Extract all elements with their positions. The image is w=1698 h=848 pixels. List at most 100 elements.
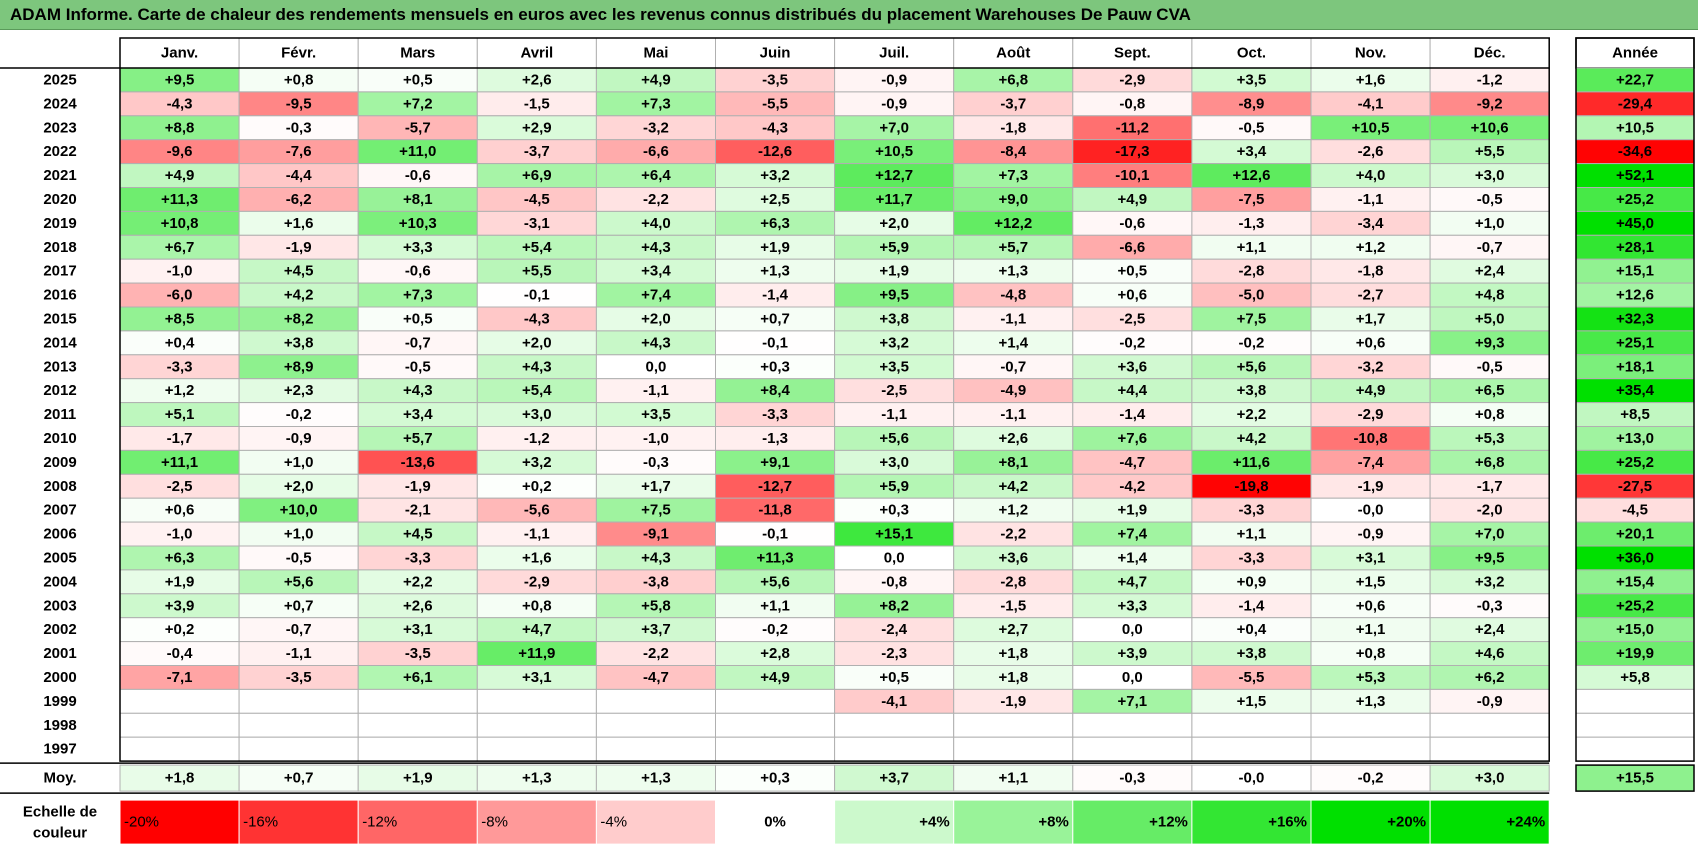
- annual-value: +20,1: [1616, 526, 1654, 543]
- cell-value: -10,8: [1353, 430, 1387, 447]
- cell-value: -7,4: [1358, 454, 1385, 471]
- cell-value: -1,7: [1477, 478, 1503, 495]
- cell-value: +0,5: [403, 71, 433, 88]
- cell-value: -3,5: [286, 669, 312, 686]
- cell-value: +4,3: [641, 239, 671, 256]
- scale-swatch: [1429, 799, 1550, 845]
- scale-swatch: [357, 799, 478, 845]
- cell-value: -2,5: [167, 478, 193, 495]
- cell-value: +10,8: [161, 215, 199, 232]
- row-year-label: 2007: [43, 502, 76, 519]
- cell-value: -1,3: [1239, 215, 1265, 232]
- cell-value: +6,3: [760, 215, 790, 232]
- row-year-label: 2025: [43, 71, 76, 88]
- cell-value: +1,1: [760, 597, 790, 614]
- cell-value: +8,5: [165, 310, 195, 327]
- cell-value: -0,2: [286, 406, 312, 423]
- cell-value: +2,8: [760, 645, 790, 662]
- heatmap-cell: [238, 736, 359, 762]
- cell-value: -1,2: [1477, 71, 1503, 88]
- cell-value: +1,7: [1356, 310, 1386, 327]
- cell-value: -0,5: [405, 358, 431, 375]
- grid-border: [119, 37, 1550, 762]
- annual-value: -34,6: [1618, 143, 1652, 160]
- annual-value: +22,7: [1616, 71, 1654, 88]
- cell-value: -9,6: [167, 143, 193, 160]
- cell-value: +3,1: [403, 621, 433, 638]
- cell-value: -4,8: [1000, 287, 1026, 304]
- cell-value: -4,1: [1358, 95, 1384, 112]
- cell-value: +7,0: [1475, 526, 1505, 543]
- cell-value: -3,2: [643, 119, 669, 136]
- cell-value: -0,8: [1119, 95, 1145, 112]
- cell-value: +1,9: [165, 573, 195, 590]
- cell-value: +0,3: [760, 358, 790, 375]
- cell-value: +1,3: [998, 263, 1028, 280]
- cell-value: -4,3: [762, 119, 788, 136]
- cell-value: +7,2: [403, 95, 433, 112]
- cell-value: +1,3: [1356, 693, 1386, 710]
- cell-value: +1,8: [998, 645, 1028, 662]
- cell-value: +2,7: [998, 621, 1028, 638]
- cell-value: +0,6: [1356, 334, 1386, 351]
- heatmap-cell: [953, 736, 1074, 762]
- cell-value: -3,3: [167, 358, 193, 375]
- cell-value: +5,6: [284, 573, 314, 590]
- row-year-label: 1998: [43, 717, 76, 734]
- cell-value: +2,0: [522, 334, 552, 351]
- row-year-label: 2022: [43, 143, 76, 160]
- cell-value: -2,1: [405, 502, 431, 519]
- cell-value: -11,2: [1116, 119, 1149, 136]
- cell-value: +3,8: [284, 334, 314, 351]
- cell-value: +1,3: [760, 263, 790, 280]
- cell-value: +4,9: [1356, 382, 1386, 399]
- cell-value: +3,4: [641, 263, 671, 280]
- cell-value: +8,1: [403, 191, 433, 208]
- cell-value: -2,7: [1358, 287, 1384, 304]
- cell-value: +3,9: [165, 597, 195, 614]
- cell-value: +1,6: [522, 549, 552, 566]
- scale-step-label: +12%: [1149, 814, 1188, 831]
- scale-label: couleur: [33, 825, 87, 842]
- cell-value: -0,6: [1119, 215, 1145, 232]
- row-year-label: 2001: [43, 645, 76, 662]
- cell-value: -0,7: [1000, 358, 1026, 375]
- row-year-label: 2006: [43, 526, 76, 543]
- average-value: +3,0: [1475, 770, 1505, 787]
- scale-swatch: [1191, 799, 1312, 845]
- cell-value: -6,6: [1119, 239, 1145, 256]
- cell-value: +2,2: [403, 573, 433, 590]
- cell-value: -3,3: [1239, 502, 1265, 519]
- cell-value: +4,2: [284, 287, 314, 304]
- cell-value: +10,5: [1352, 119, 1390, 136]
- cell-value: +1,2: [165, 382, 195, 399]
- cell-value: -1,8: [1358, 263, 1384, 280]
- cell-value: +7,4: [1118, 526, 1148, 543]
- cell-value: -4,3: [167, 95, 193, 112]
- average-value: +1,9: [403, 770, 433, 787]
- cell-value: +0,6: [165, 502, 195, 519]
- cell-value: +4,4: [1118, 382, 1148, 399]
- annual-value: +25,2: [1616, 191, 1654, 208]
- cell-value: -3,4: [1358, 215, 1385, 232]
- cell-value: -10,1: [1115, 167, 1149, 184]
- cell-value: +0,6: [1356, 597, 1386, 614]
- cell-value: +0,5: [403, 310, 433, 327]
- heatmap-cell: [357, 712, 478, 738]
- cell-value: -1,1: [643, 382, 669, 399]
- cell-value: 0,0: [1122, 621, 1143, 638]
- cell-value: +0,7: [284, 597, 314, 614]
- cell-value: +4,7: [522, 621, 552, 638]
- cell-value: +3,8: [1237, 382, 1267, 399]
- average-value: +0,3: [760, 770, 790, 787]
- cell-value: +3,6: [998, 549, 1028, 566]
- cell-value: -5,6: [524, 502, 550, 519]
- column-header: Août: [996, 45, 1030, 62]
- row-year-label: 2011: [44, 406, 77, 423]
- row-year-label: 2020: [43, 191, 76, 208]
- cell-value: +9,5: [879, 287, 909, 304]
- cell-value: +7,3: [403, 287, 433, 304]
- annual-value: +8,5: [1620, 406, 1650, 423]
- heatmap-cell: [119, 688, 240, 714]
- cell-value: +1,5: [1356, 573, 1386, 590]
